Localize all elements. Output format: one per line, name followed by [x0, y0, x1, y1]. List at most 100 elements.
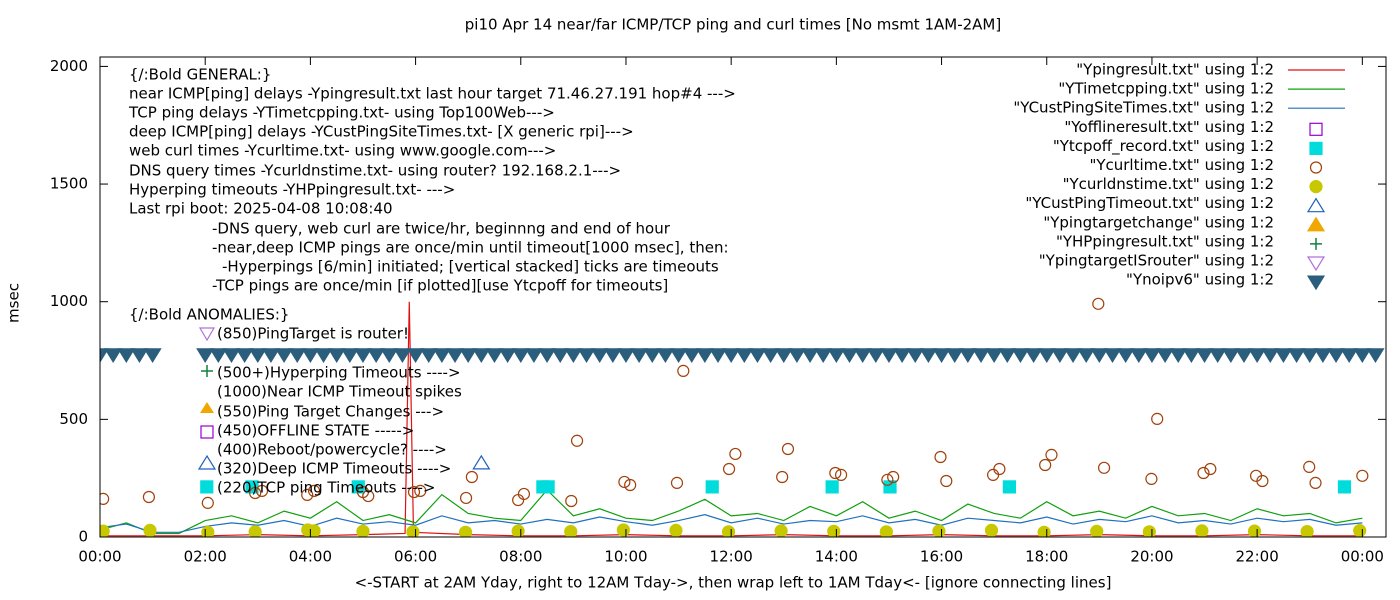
x-tick-label: 20:00 [1130, 548, 1173, 566]
point [1353, 524, 1367, 537]
legend-swatch [1309, 161, 1323, 174]
x-tick-label: 16:00 [920, 548, 963, 566]
point [512, 493, 525, 507]
point [307, 524, 321, 537]
point [893, 348, 912, 364]
x-axis-label: <-START at 2AM Yday, right to 12AM Tday-… [355, 574, 1112, 592]
point [1234, 348, 1254, 364]
point [459, 348, 478, 364]
point [1090, 348, 1109, 364]
point [748, 348, 767, 364]
point [1303, 460, 1316, 473]
point [301, 488, 314, 501]
point [201, 525, 215, 537]
point [1261, 348, 1280, 364]
point [432, 348, 451, 364]
x-tick-label: 10:00 [604, 548, 647, 566]
point [722, 348, 741, 364]
annotation: DNS query times -Ycurldnstime.txt- using… [129, 162, 621, 180]
point [630, 348, 649, 364]
point [656, 348, 675, 364]
point [100, 492, 110, 505]
legend-label: "YCustPingTimeout.txt" using 1:2 [1025, 194, 1274, 212]
point [825, 480, 839, 494]
point [1353, 348, 1372, 364]
point [327, 348, 346, 364]
x-tick-label: 14:00 [815, 548, 858, 566]
annotation: TCP ping delays -YTimetcpping.txt- using… [128, 104, 555, 122]
point [669, 348, 688, 364]
point [1037, 525, 1051, 537]
point [1050, 348, 1069, 364]
x-tick-label: 18:00 [1025, 548, 1068, 566]
point [1337, 480, 1352, 494]
annotation: (400)Reboot/powercycle? ----> [217, 441, 447, 459]
plot-area [100, 297, 1385, 537]
point [603, 348, 622, 364]
point [356, 524, 370, 537]
point [677, 364, 690, 377]
legend-label: "YTimetcpping.txt" using 1:2 [1058, 80, 1274, 98]
point [985, 348, 1004, 364]
point [829, 466, 842, 480]
x-tick-label: 00:00 [1341, 548, 1384, 566]
point [906, 348, 925, 364]
point [814, 348, 833, 364]
x-tick-label: 22:00 [1236, 548, 1279, 566]
legend-swatch [1310, 237, 1322, 250]
point [643, 348, 662, 364]
point [1197, 466, 1210, 480]
point [1142, 348, 1162, 364]
point [458, 525, 473, 537]
annotation: (320)Deep ICMP Timeouts ----> [217, 460, 451, 478]
x-tick-label: 02:00 [184, 548, 227, 566]
y-tick-label: 500 [59, 410, 88, 428]
point [406, 348, 425, 364]
point [1045, 448, 1058, 461]
point [1208, 348, 1227, 364]
point [932, 348, 951, 364]
point [100, 524, 110, 537]
point [866, 348, 885, 364]
point [1090, 524, 1104, 537]
point [143, 523, 157, 537]
point [353, 348, 373, 364]
point [1300, 348, 1319, 364]
point [984, 523, 999, 537]
point [800, 348, 820, 364]
point [445, 348, 465, 364]
point [117, 348, 136, 364]
point [235, 348, 254, 364]
point [201, 496, 214, 509]
point [721, 525, 736, 537]
annotation-icon [197, 454, 217, 470]
y-tick-label: 1500 [50, 175, 88, 193]
legend-swatch [1309, 122, 1323, 136]
legend-label: "Ycurltime.txt" using 1:2 [1089, 156, 1274, 174]
point [261, 348, 281, 364]
point [590, 348, 609, 364]
point [761, 348, 780, 364]
point [1103, 348, 1122, 364]
legend-label: "YHPpingresult.txt" using 1:2 [1056, 232, 1274, 250]
point [776, 470, 789, 484]
y-axis-label: msec [5, 283, 23, 323]
point [881, 473, 894, 486]
point [209, 348, 228, 364]
point [255, 484, 269, 497]
point [1011, 348, 1030, 364]
legend-swatch [1306, 275, 1326, 291]
point [564, 524, 578, 537]
annotation: (450)OFFLINE STATE -----> [217, 422, 414, 440]
annotation: -TCP pings are once/min [if plotted][use… [212, 277, 668, 295]
legend-label: "Ypingresult.txt" using 1:2 [1076, 61, 1274, 79]
point [1063, 348, 1083, 364]
point [840, 348, 859, 364]
point [472, 454, 491, 470]
point [1309, 476, 1322, 489]
annotation: deep ICMP[ping] delays -YCustPingSiteTim… [129, 123, 634, 141]
point [1077, 348, 1096, 364]
point [288, 348, 307, 364]
point [1182, 348, 1201, 364]
